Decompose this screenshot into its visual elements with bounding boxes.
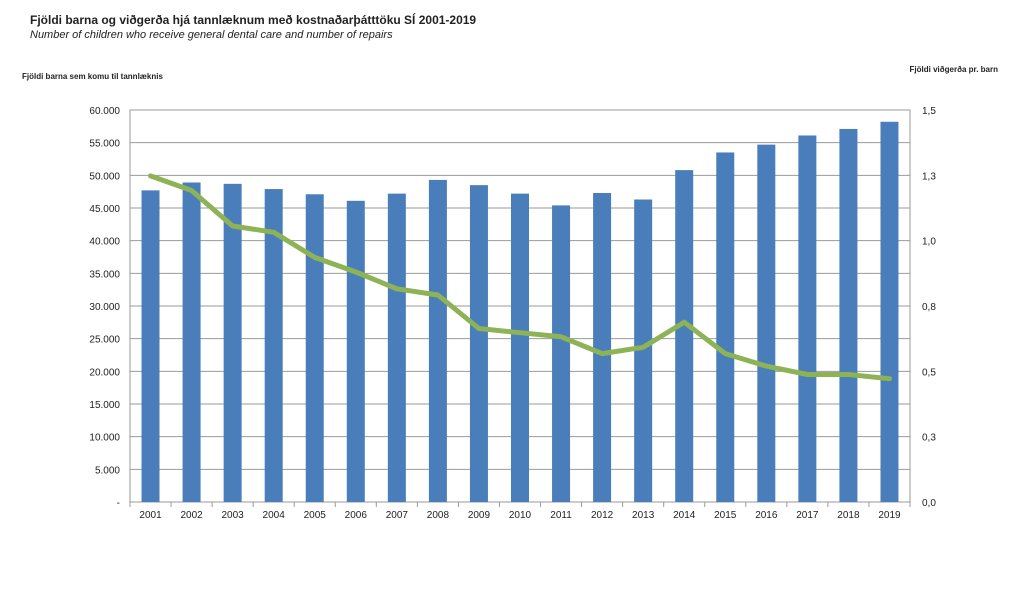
left-tick-label: 60.000 [89,106,120,117]
x-tick-label: 2010 [509,510,532,521]
left-tick-label: 15.000 [89,400,120,411]
left-tick-label: - [117,498,120,509]
bar-2003 [223,183,242,502]
right-tick-label: 1,0 [922,237,936,248]
left-tick-label: 50.000 [89,171,120,182]
bar-2016 [757,144,776,503]
x-tick-label: 2019 [878,510,901,521]
left-tick-label: 5.000 [95,465,120,476]
x-tick-label: 2011 [550,510,572,521]
x-tick-label: 2002 [180,510,203,521]
x-tick-label: 2006 [345,510,368,521]
left-axis-label: Fjöldi barna sem komu til tannlæknis [22,72,163,81]
left-tick-label: 45.000 [89,204,120,215]
x-tick-label: 2013 [632,510,655,521]
bar-2005 [305,194,324,502]
bar-2017 [798,135,817,503]
x-tick-label: 2018 [837,510,860,521]
bar-2009 [469,185,488,502]
bar-2002 [182,182,201,502]
right-tick-label: 0,8 [922,302,936,313]
x-tick-label: 2001 [139,510,162,521]
bar-2010 [511,193,529,503]
chart-subtitle: Number of children who receive general d… [30,29,393,41]
left-tick-label: 55.000 [89,139,120,150]
left-tick-label: 40.000 [89,237,120,248]
right-tick-label: 1,3 [922,171,936,182]
bar-2015 [716,152,735,502]
chart-title: Fjöldi barna og viðgerða hjá tannlæknum … [30,13,477,27]
bar-2006 [346,200,365,502]
bar-2004 [264,189,283,502]
bar-2008 [428,179,447,502]
x-tick-label: 2008 [427,510,450,521]
x-tick-label: 2017 [796,510,819,521]
x-tick-label: 2009 [468,510,491,521]
x-tick-label: 2004 [263,510,286,521]
left-tick-label: 35.000 [89,269,120,280]
bar-2019 [880,121,899,502]
bar-2013 [634,199,653,503]
repairs-per-child-line [148,173,892,382]
right-tick-label: 0,5 [922,367,936,378]
right-axis-label: Fjöldi viðgerða pr. barn [909,65,998,74]
x-tick-label: 2003 [222,510,245,521]
x-tick-label: 2014 [673,510,696,521]
bar-2001 [141,190,160,503]
left-tick-label: 10.000 [89,433,120,444]
bar-2014 [675,170,694,502]
bar-2011 [552,205,571,503]
x-tick-label: 2015 [714,510,737,521]
left-tick-label: 20.000 [89,367,120,378]
x-tick-label: 2007 [386,510,409,521]
right-tick-label: 0,0 [922,498,936,509]
x-tick-label: 2012 [591,510,614,521]
x-tick-label: 2005 [304,510,327,521]
bar-2012 [593,192,612,502]
right-tick-label: 1,5 [922,106,936,117]
bar-2007 [387,193,406,503]
bar-2018 [839,128,858,503]
left-tick-label: 25.000 [89,335,120,346]
right-tick-label: 0,3 [922,433,936,444]
left-tick-label: 30.000 [89,302,120,313]
x-tick-label: 2016 [755,510,778,521]
